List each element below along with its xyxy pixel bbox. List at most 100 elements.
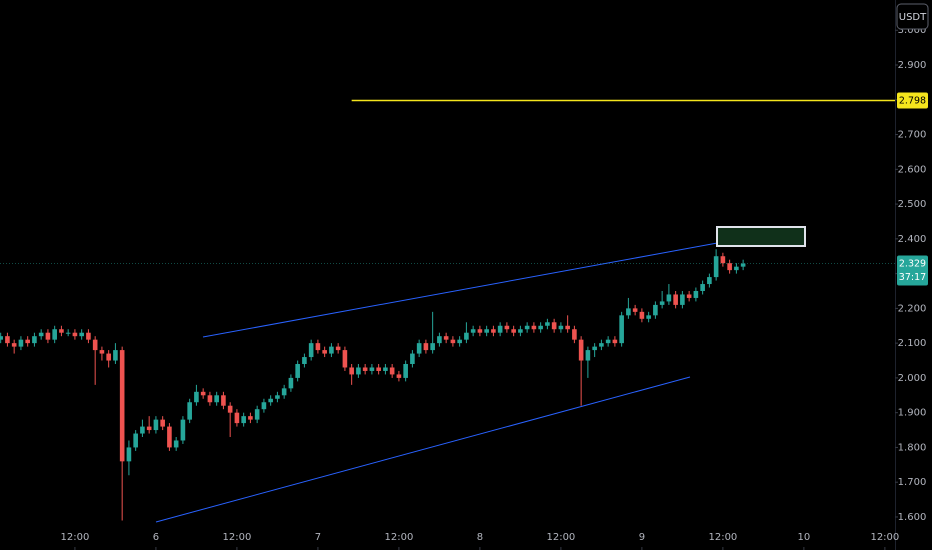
candle-body	[410, 353, 415, 365]
candle-body	[315, 343, 321, 351]
candle-body	[52, 329, 57, 340]
candle-body	[545, 322, 550, 326]
candle-body	[578, 339, 584, 361]
candle-body	[572, 329, 577, 340]
candle-body	[430, 343, 435, 351]
candle-body	[113, 350, 118, 361]
candle-body	[403, 364, 408, 378]
candle-body	[200, 391, 206, 396]
candle-body	[32, 336, 37, 344]
candle-body	[86, 332, 91, 340]
candle-body	[302, 357, 307, 365]
candle-body	[450, 339, 456, 344]
candle-body	[241, 416, 246, 424]
candle-body	[437, 336, 442, 344]
currency-button[interactable]	[896, 3, 929, 30]
candle-body	[727, 263, 732, 271]
y-tick-label: 3.000	[898, 25, 927, 36]
candle-body	[443, 336, 449, 340]
candle-body	[612, 339, 618, 344]
candle-body	[38, 332, 44, 337]
candle-body	[464, 332, 469, 340]
current-price-label: 2.329	[899, 259, 926, 270]
candle-body	[99, 350, 105, 354]
candle-body	[538, 325, 543, 330]
target-box	[716, 226, 806, 247]
y-tick-label: 2.900	[898, 60, 927, 71]
trend-line-upper	[202, 226, 806, 338]
candle-body	[605, 339, 611, 344]
candle-body	[194, 391, 199, 403]
x-tick-label: 8	[477, 532, 483, 543]
candle-body	[599, 343, 604, 347]
candle-body	[470, 329, 476, 333]
candle-body	[133, 433, 138, 448]
level-label: 2.798	[899, 95, 926, 106]
candle-body	[180, 419, 186, 441]
candle-body	[686, 294, 692, 298]
candle-body	[322, 350, 327, 354]
candle-body	[383, 367, 388, 371]
candle-body	[713, 256, 719, 278]
candle-body	[335, 346, 341, 351]
y-tick-label: 1.600	[898, 512, 927, 523]
x-tick-label: 6	[153, 532, 159, 543]
candle-body	[92, 339, 98, 351]
candle-body	[173, 440, 179, 448]
candle-body	[329, 346, 334, 354]
candle-body	[140, 426, 145, 434]
y-tick-label: 1.900	[898, 408, 927, 419]
candle-body	[25, 339, 30, 344]
candle-body	[356, 367, 361, 375]
candle-body	[106, 353, 111, 361]
candle-body	[666, 294, 672, 302]
candle-body	[146, 426, 152, 431]
candle-body	[369, 367, 375, 371]
x-tick-label: 12:00	[222, 532, 251, 543]
x-tick-label: 12:00	[546, 532, 575, 543]
candle-body	[349, 367, 354, 375]
y-tick-label: 2.100	[898, 338, 927, 349]
candle-body	[423, 343, 429, 351]
candle-body	[484, 329, 489, 333]
candle-body	[126, 447, 132, 462]
candle-body	[308, 343, 314, 358]
candle-body	[497, 325, 503, 333]
candle-body	[720, 256, 726, 264]
y-tick-label: 2.000	[898, 373, 927, 384]
candle-body	[153, 419, 159, 431]
candle-body	[457, 339, 462, 344]
candle-body	[565, 325, 570, 330]
candle-body	[632, 308, 638, 312]
candle-body	[551, 322, 557, 330]
currency-label: USDT	[899, 12, 927, 23]
current-price-box	[897, 255, 928, 286]
y-tick-label: 2.700	[898, 130, 927, 141]
candle-body	[72, 332, 78, 337]
x-tick-label: 12:00	[61, 532, 90, 543]
candle-body	[59, 329, 64, 333]
candle-body	[376, 367, 381, 371]
candle-body	[261, 402, 267, 410]
x-tick-label: 9	[639, 532, 645, 543]
x-tick-label: 7	[315, 532, 321, 543]
candle-body	[491, 329, 496, 333]
candle-body	[187, 402, 192, 420]
candle-body	[221, 395, 226, 406]
candle-body	[707, 277, 712, 285]
candle-body	[700, 284, 705, 291]
candle-body	[619, 315, 624, 344]
candle-body	[504, 325, 510, 330]
candle-body	[626, 308, 631, 316]
candle-body	[362, 367, 368, 371]
candle-body	[45, 332, 51, 340]
candle-body	[653, 304, 658, 316]
candle-body	[295, 364, 300, 378]
x-tick-label: 12:00	[384, 532, 413, 543]
candle-body	[416, 343, 422, 354]
candle-body	[288, 377, 294, 389]
y-tick-label: 2.200	[898, 303, 927, 314]
candle-body	[160, 419, 165, 427]
